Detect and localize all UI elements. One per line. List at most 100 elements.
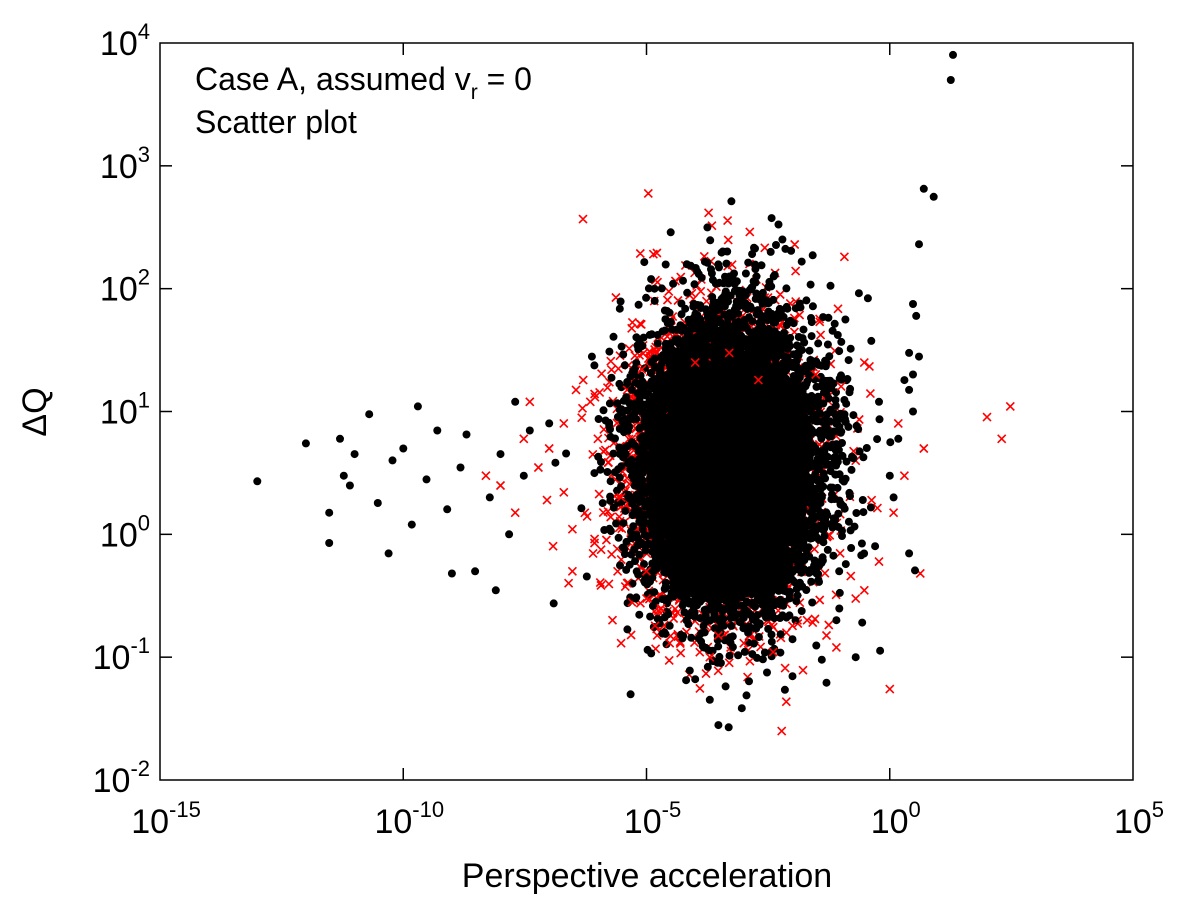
red-cross-point (885, 684, 895, 694)
data-layer (253, 50, 1015, 736)
red-cross-point (650, 621, 660, 631)
black-dot-point (705, 695, 714, 704)
x-axis: 10-15 10-10 10-5 100 105 (131, 43, 1164, 841)
red-cross-point (601, 535, 611, 545)
black-dot-point (822, 678, 831, 687)
black-dot-point (496, 450, 505, 459)
black-dot-point (384, 549, 393, 558)
red-cross-point (641, 594, 652, 604)
red-cross-point (777, 726, 787, 736)
black-dot-point (433, 426, 442, 435)
red-cross-point (588, 548, 598, 558)
red-cross-point (724, 658, 734, 668)
red-cross-point (641, 566, 652, 576)
red-cross-point (585, 397, 595, 407)
black-dot-point (905, 348, 914, 357)
black-dot-point (325, 539, 334, 547)
red-cross-point (768, 647, 778, 657)
black-dot-point (915, 352, 923, 361)
red-cross-point (836, 381, 846, 391)
black-dot-point (388, 456, 397, 465)
black-dot-point (336, 434, 344, 443)
black-dot-point (905, 549, 914, 558)
black-dot-point (365, 410, 374, 419)
red-cross-point (578, 375, 588, 385)
black-dot-point (505, 530, 514, 539)
red-cross-point (893, 418, 903, 428)
black-dot-point (511, 397, 520, 406)
red-cross-point (811, 369, 821, 380)
black-dot-point (676, 586, 685, 595)
black-dot-cloud (618, 293, 844, 633)
red-cross-point (637, 364, 647, 374)
red-cross-point (525, 397, 535, 407)
black-dot-point (301, 439, 310, 448)
red-cross-point (713, 630, 723, 641)
black-dot-point (525, 426, 534, 435)
black-dot-point (851, 653, 860, 662)
black-dot-point (929, 192, 938, 201)
red-cross-point (982, 412, 992, 422)
black-dot-point (889, 493, 898, 502)
black-dot-point (739, 370, 748, 379)
black-dot-point (949, 50, 957, 59)
red-cross-point (607, 615, 618, 625)
black-dot-point (832, 616, 841, 625)
black-dot-point (909, 300, 917, 308)
black-dot-point (822, 358, 831, 367)
red-cross-point (622, 578, 632, 588)
black-dot-point (373, 499, 382, 507)
red-cross-point (559, 487, 569, 497)
red-cross-point (542, 495, 552, 505)
y-tick-label: 103 (100, 142, 150, 186)
y-tick-label: 101 (100, 388, 150, 432)
x-tick-label: 10-10 (374, 797, 444, 841)
black-dot-point (443, 505, 452, 514)
black-dot-point (447, 569, 456, 578)
red-cross-point (919, 443, 929, 454)
black-dot-point (912, 311, 921, 320)
red-cross-point (533, 462, 543, 473)
black-dot-point (665, 621, 674, 630)
red-cross-point (544, 443, 554, 454)
red-cross-point (495, 480, 506, 491)
red-cross-point (899, 471, 909, 481)
black-dot-point (325, 508, 334, 517)
black-dot-point (699, 643, 708, 652)
black-dot-point (919, 184, 928, 193)
red-cross-point (889, 508, 899, 518)
black-dot-point (407, 520, 416, 529)
black-dot-point (519, 471, 528, 480)
red-cross-point (548, 541, 558, 551)
red-cross-point (510, 508, 520, 518)
red-cross-point (559, 418, 569, 428)
black-dot-point (627, 385, 636, 394)
black-dot-point (900, 376, 909, 385)
black-dot-point (631, 594, 640, 603)
red-cross-point (851, 594, 861, 604)
y-tick-label: 100 (100, 510, 150, 554)
black-dot-point (885, 471, 894, 480)
red-cross-point (874, 557, 884, 567)
annotation-case-subscript: r (471, 81, 478, 104)
red-cross-point (753, 375, 763, 385)
red-cross-point (519, 434, 529, 444)
black-dot-point (545, 419, 554, 428)
x-tick-label: 10-15 (131, 797, 201, 841)
y-axis: 10-2 10-1 100 101 102 103 104 (93, 19, 1133, 800)
annotation-case-label: Case A, assumed vr = 0 (195, 61, 532, 104)
red-cross-point (593, 434, 603, 444)
red-cross-point (859, 585, 869, 595)
x-tick-label: 100 (871, 797, 921, 841)
red-cross-point (865, 389, 875, 399)
y-axis-label: ΔQ (16, 387, 54, 436)
black-dot-point (462, 430, 471, 439)
red-cross-point (616, 492, 626, 502)
y-tick-label: 104 (100, 19, 150, 63)
red-cross-point (481, 471, 491, 481)
black-dot-point (875, 397, 883, 406)
black-dot-point (909, 370, 917, 379)
red-cross-point (787, 621, 798, 631)
y-tick-label: 10-2 (93, 756, 150, 800)
red-cross-point (582, 511, 592, 521)
